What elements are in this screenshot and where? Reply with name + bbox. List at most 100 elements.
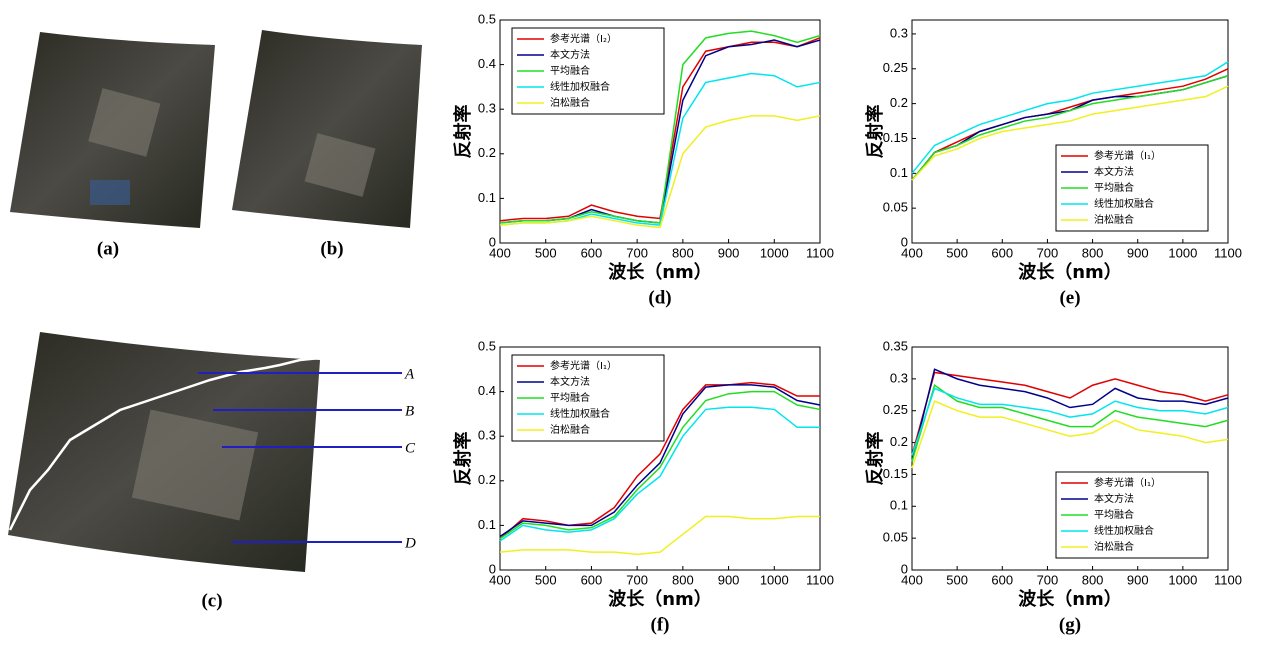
legend-label: 参考光谱（I₁） xyxy=(550,359,617,372)
x-tick-label: 400 xyxy=(489,572,511,587)
x-axis-label: 波长（nm） xyxy=(1018,261,1122,283)
legend-label: 平均融合 xyxy=(550,391,590,404)
image-caption: (b) xyxy=(320,238,343,259)
chart: 400 500 600 700 800 900 1000 1100 0 0.1 0.2 0.3 0.4 0… xyxy=(452,11,834,308)
x-tick-label: 500 xyxy=(535,572,557,587)
image-caption: (a) xyxy=(97,238,119,259)
x-axis-label: 波长（nm） xyxy=(608,261,712,283)
legend-label: 本文方法 xyxy=(550,48,590,61)
marker-label: C xyxy=(405,440,416,456)
y-tick-label: 0.1 xyxy=(890,165,908,180)
legend-label: 线性加权融合 xyxy=(550,407,610,420)
x-tick-label: 600 xyxy=(581,572,603,587)
chart: 400 500 600 700 800 900 1000 1100 0 0.05 0.1 0.15 0.… xyxy=(864,19,1242,308)
legend-label: 线性加权融合 xyxy=(1094,197,1154,210)
series-line xyxy=(911,371,1229,456)
image-b xyxy=(232,30,422,228)
x-tick-label: 1000 xyxy=(1168,245,1197,260)
y-tick-label: 0.5 xyxy=(478,11,496,26)
legend-label: 参考光谱（I₂） xyxy=(550,32,617,45)
image-c xyxy=(8,332,402,572)
x-tick-label: 1100 xyxy=(1214,572,1242,587)
y-tick-label: 0 xyxy=(901,234,908,249)
x-axis-label: 波长（nm） xyxy=(1018,588,1122,610)
series-line xyxy=(911,61,1229,174)
y-tick-label: 0 xyxy=(489,561,496,576)
series-line xyxy=(911,368,1229,462)
y-tick-label: 0.3 xyxy=(478,101,496,116)
y-tick-label: 0.5 xyxy=(478,338,496,353)
series-line xyxy=(911,387,1229,456)
x-tick-label: 900 xyxy=(1127,245,1149,260)
legend-label: 线性加权融合 xyxy=(1094,524,1154,537)
y-tick-label: 0.15 xyxy=(883,130,908,145)
y-axis-label: 反射率 xyxy=(864,105,886,159)
marker-label: B xyxy=(405,403,414,419)
y-axis-label: 反射率 xyxy=(452,432,474,486)
legend-label: 泊松融合 xyxy=(550,423,590,436)
x-tick-label: 800 xyxy=(672,572,694,587)
legend-label: 泊松融合 xyxy=(550,96,590,109)
y-tick-label: 0.05 xyxy=(883,530,908,545)
chart-caption: (f) xyxy=(651,614,670,635)
x-tick-label: 900 xyxy=(718,245,740,260)
y-tick-label: 0.15 xyxy=(883,466,908,481)
legend-label: 平均融合 xyxy=(1094,508,1134,521)
y-tick-label: 0.2 xyxy=(478,472,496,487)
series-line xyxy=(499,406,820,542)
chart: 400 500 600 700 800 900 1000 1100 0 0.05 0.1 0.15 0.… xyxy=(864,338,1242,635)
y-tick-label: 0.3 xyxy=(478,428,496,443)
chart-caption: (e) xyxy=(1059,287,1080,308)
y-tick-label: 0.05 xyxy=(883,200,908,215)
x-tick-label: 800 xyxy=(1082,572,1104,587)
legend-label: 平均融合 xyxy=(550,64,590,77)
legend-label: 平均融合 xyxy=(1094,181,1134,194)
x-tick-label: 700 xyxy=(1037,572,1059,587)
x-tick-label: 700 xyxy=(626,245,648,260)
x-tick-label: 1100 xyxy=(1214,245,1242,260)
y-tick-label: 0.2 xyxy=(478,145,496,160)
y-tick-label: 0.3 xyxy=(890,370,908,385)
y-tick-label: 0.2 xyxy=(890,434,908,449)
series-line xyxy=(911,85,1229,181)
x-tick-label: 600 xyxy=(991,572,1013,587)
series-line xyxy=(911,68,1229,181)
image-caption: (c) xyxy=(201,590,222,611)
image-a xyxy=(10,32,215,228)
y-tick-label: 0.35 xyxy=(883,338,908,353)
series-line xyxy=(499,381,820,540)
x-axis-label: 波长（nm） xyxy=(608,588,712,610)
legend-label: 本文方法 xyxy=(1094,492,1134,505)
series-line xyxy=(911,75,1229,181)
y-tick-label: 0.3 xyxy=(890,25,908,40)
series-line xyxy=(499,115,821,229)
legend-label: 本文方法 xyxy=(550,375,590,388)
y-tick-label: 0.1 xyxy=(890,498,908,513)
series-line xyxy=(911,384,1229,462)
x-tick-label: 600 xyxy=(581,245,603,260)
y-tick-label: 0.4 xyxy=(478,56,496,71)
x-tick-label: 1100 xyxy=(806,572,834,587)
y-tick-label: 0.1 xyxy=(478,517,496,532)
series-line xyxy=(911,400,1229,469)
chart-caption: (g) xyxy=(1059,614,1081,635)
legend-label: 泊松融合 xyxy=(1094,540,1134,553)
series-line xyxy=(499,390,821,540)
y-tick-label: 0.25 xyxy=(883,60,908,75)
x-tick-label: 1000 xyxy=(760,245,789,260)
chart: 400 500 600 700 800 900 1000 1100 0 0.1 0.2 0.3 0.4 0… xyxy=(452,338,834,635)
x-tick-label: 700 xyxy=(1037,245,1059,260)
y-axis-label: 反射率 xyxy=(864,432,886,486)
x-tick-label: 1000 xyxy=(760,572,789,587)
x-tick-label: 900 xyxy=(1127,572,1149,587)
legend-label: 参考光谱（I₁） xyxy=(1094,149,1161,162)
series-line xyxy=(499,515,820,556)
legend-label: 泊松融合 xyxy=(1094,213,1134,226)
x-tick-label: 400 xyxy=(901,572,923,587)
marker-label: A xyxy=(404,366,415,382)
legend-label: 线性加权融合 xyxy=(550,80,610,93)
legend-label: 本文方法 xyxy=(1094,165,1134,178)
y-axis-label: 反射率 xyxy=(452,105,474,159)
x-tick-label: 500 xyxy=(946,245,968,260)
